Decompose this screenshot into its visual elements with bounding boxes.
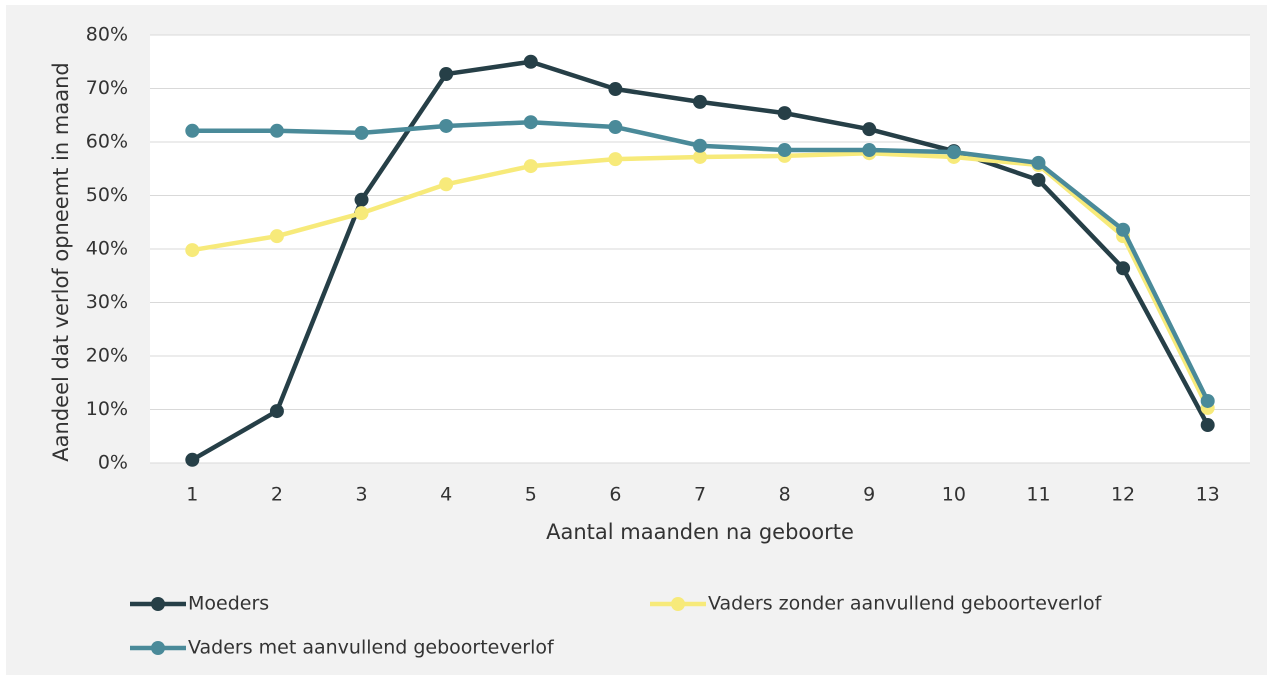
y-tick-label: 80% bbox=[86, 24, 128, 46]
x-tick-label: 5 bbox=[525, 484, 537, 506]
x-tick-label: 11 bbox=[1026, 484, 1050, 506]
y-tick-label: 70% bbox=[86, 77, 128, 99]
data-point bbox=[523, 159, 538, 174]
data-point bbox=[862, 143, 877, 158]
data-point bbox=[1031, 155, 1046, 170]
data-point bbox=[862, 122, 877, 137]
data-point bbox=[185, 452, 200, 467]
data-point bbox=[185, 243, 200, 258]
data-point bbox=[354, 206, 369, 221]
x-tick-label: 9 bbox=[863, 484, 875, 506]
y-axis-label: Aandeel dat verlof opneemt in maand bbox=[49, 62, 73, 461]
x-tick-label: 12 bbox=[1111, 484, 1135, 506]
x-tick-label: 4 bbox=[440, 484, 452, 506]
data-point bbox=[1116, 222, 1131, 237]
y-tick-label: 50% bbox=[86, 184, 128, 206]
data-point bbox=[693, 94, 707, 109]
x-tick-label: 3 bbox=[355, 484, 367, 506]
x-tick-label: 1 bbox=[186, 484, 198, 506]
legend-label: Vaders zonder aanvullend geboorteverlof bbox=[708, 593, 1103, 615]
data-point bbox=[523, 54, 538, 69]
legend-label: Moeders bbox=[188, 593, 269, 615]
x-tick-label: 6 bbox=[609, 484, 621, 506]
data-point bbox=[1200, 418, 1215, 433]
y-tick-label: 0% bbox=[98, 452, 128, 474]
data-point bbox=[269, 229, 284, 244]
data-point bbox=[608, 120, 623, 135]
data-point bbox=[269, 404, 284, 419]
y-tick-label: 10% bbox=[86, 398, 128, 420]
data-point bbox=[185, 123, 200, 138]
data-point bbox=[439, 67, 454, 82]
legend-marker bbox=[151, 641, 165, 655]
data-point bbox=[777, 143, 792, 158]
data-point bbox=[439, 118, 454, 133]
x-tick-label: 2 bbox=[271, 484, 283, 506]
y-tick-label: 20% bbox=[86, 345, 128, 367]
data-point bbox=[693, 138, 707, 153]
data-point bbox=[777, 106, 792, 121]
data-point bbox=[1031, 172, 1046, 187]
data-point bbox=[693, 149, 707, 164]
legend-marker bbox=[671, 597, 685, 611]
x-tick-label: 13 bbox=[1196, 484, 1220, 506]
data-point bbox=[354, 125, 369, 140]
data-point bbox=[523, 115, 538, 130]
y-tick-label: 30% bbox=[86, 291, 128, 313]
data-point bbox=[1200, 393, 1215, 408]
y-tick-label: 40% bbox=[86, 238, 128, 260]
x-tick-label: 8 bbox=[779, 484, 791, 506]
data-point bbox=[946, 145, 961, 160]
x-axis-label: Aantal maanden na geboorte bbox=[546, 520, 854, 544]
data-point bbox=[354, 192, 369, 207]
data-point bbox=[608, 82, 623, 97]
data-point bbox=[439, 177, 454, 192]
legend-label: Vaders met aanvullend geboorteverlof bbox=[188, 637, 555, 659]
legend-marker bbox=[151, 597, 165, 611]
data-point bbox=[608, 152, 623, 167]
x-tick-label: 10 bbox=[942, 484, 966, 506]
y-tick-label: 60% bbox=[86, 131, 128, 153]
data-point bbox=[1116, 261, 1131, 276]
x-tick-label: 7 bbox=[694, 484, 706, 506]
data-point bbox=[269, 123, 284, 138]
